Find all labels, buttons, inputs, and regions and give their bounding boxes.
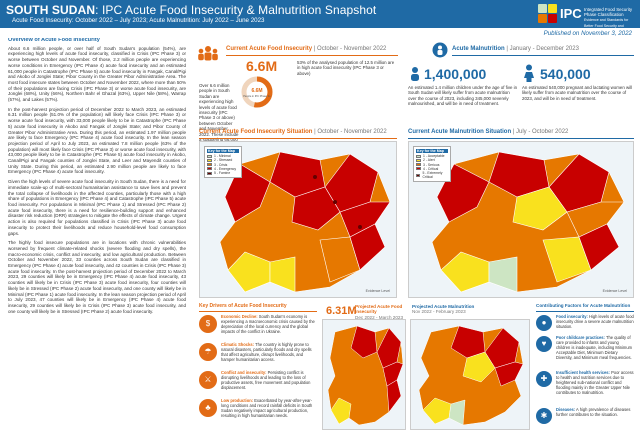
conflict-icon: ⚔ xyxy=(199,371,217,389)
divider xyxy=(226,55,398,56)
amn-evidence-label: Evidence Level xyxy=(602,289,627,293)
afi-map[interactable]: Key for the Map 1 - Minimal 2 - Stressed… xyxy=(199,141,397,298)
drivers-title: Key Drivers of Acute Food Insecurity xyxy=(199,303,287,309)
child-icon xyxy=(432,42,448,58)
currency-icon: $ xyxy=(199,315,217,333)
svg-text:6.6M: 6.6M xyxy=(251,88,262,94)
health-cross-icon: ✚ xyxy=(536,371,552,387)
factor-childcare: ♥ Poor childcare practices: The quality … xyxy=(536,335,634,370)
ipc-logo-icon xyxy=(538,4,558,24)
current-acute-pct-text: 53% of the analysed population of 12.5 m… xyxy=(297,60,395,76)
projected-amn-map[interactable] xyxy=(410,319,530,430)
overview-paragraph-2: In the post-harvest projection period of… xyxy=(8,106,186,175)
divider xyxy=(408,138,634,139)
amn-map-legend: Key for the Map 1 - Acceptable 2 - Alert… xyxy=(413,146,451,183)
afi-evidence-label: Evidence Level xyxy=(365,289,390,293)
children-text: An estimated 1.4 million children under … xyxy=(408,85,518,107)
amn-map-svg xyxy=(431,151,625,293)
phase3-donut-chart: 6.6M People in IPC Phase 3+ xyxy=(241,76,273,108)
overview-paragraph-3: Given the high levels of severe acute fo… xyxy=(8,179,186,236)
people-group-icon xyxy=(198,46,218,61)
driver-climatic: ☂ Climatic Shocks: The country is highly… xyxy=(199,342,317,367)
afi-map-legend: Key for the Map 1 - Minimal 2 - Stressed… xyxy=(204,146,242,179)
projected-acute-title: Projected Acute Food Insecurity Dec 2022 … xyxy=(355,304,404,320)
pregnant-woman-icon xyxy=(524,64,534,82)
women-number: 540,000 xyxy=(540,66,591,82)
afi-map-title: Current Acute Food Insecurity Situation … xyxy=(199,129,387,135)
food-bowl-icon: ● xyxy=(536,315,552,331)
projected-afi-map[interactable] xyxy=(322,319,406,430)
driver-economic: $ Economic Decline: South Sudan's econom… xyxy=(199,314,317,339)
current-acute-number: 6.6M xyxy=(246,58,278,74)
divider xyxy=(199,311,317,312)
page-title: SOUTH SUDAN: IPC Acute Food Insecurity &… xyxy=(6,3,377,17)
virus-icon: ✱ xyxy=(536,408,552,424)
projected-amn-title: Projected Acute Malnutrition Nov 2022 - F… xyxy=(412,304,475,315)
overview-paragraph-4: The highly food insecure populations are… xyxy=(8,240,186,314)
published-date: Published on November 3, 2022 xyxy=(543,30,632,37)
current-acute-title: Current Acute Food Insecurity | October … xyxy=(226,46,387,52)
afi-map-svg xyxy=(219,151,391,293)
driver-conflict: ⚔ Conflict and insecurity: Persisting co… xyxy=(199,370,317,395)
projected-afi-map-svg xyxy=(327,325,404,426)
children-number: 1,400,000 xyxy=(424,66,487,82)
cloud-rain-icon: ☂ xyxy=(199,343,217,361)
ipc-logo: IPC Integrated Food Security Phase Class… xyxy=(538,4,636,34)
factor-health-services: ✚ Insufficient health services: Poor acc… xyxy=(536,370,634,405)
factor-diseases: ✱ Diseases: A high prevalence of disease… xyxy=(536,407,634,437)
divider xyxy=(452,55,634,56)
factors-title: Contributing Factors for Acute Malnutrit… xyxy=(536,303,631,308)
factor-food-insecurity: ● Food insecurity: High levels of acute … xyxy=(536,314,634,349)
page-subtitle: Acute Food Insecurity: October 2022 – Ju… xyxy=(12,17,265,24)
overview-paragraph-1: About 6.6 million people, or over half o… xyxy=(8,45,186,103)
projected-amn-map-svg xyxy=(418,325,524,426)
crop-icon: ♣ xyxy=(199,399,217,417)
divider xyxy=(536,311,634,312)
baby-icon xyxy=(411,67,419,81)
malnutrition-title: Acute Malnutrition | January - December … xyxy=(452,46,579,52)
overview-column: Overview of Acute Food Insecurity About … xyxy=(8,38,186,430)
women-text: An estimated 540,000 pregnant and lactat… xyxy=(522,85,633,101)
header-bar: SOUTH SUDAN: IPC Acute Food Insecurity &… xyxy=(0,0,640,34)
svg-text:People in IPC Phase 3+: People in IPC Phase 3+ xyxy=(243,94,271,98)
projected-acute-number: 6.31M xyxy=(326,305,357,317)
amn-map[interactable]: Key for the Map 1 - Acceptable 2 - Alert… xyxy=(408,141,634,298)
divider xyxy=(199,138,397,139)
amn-map-title: Current Acute Malnutrition Situation | J… xyxy=(408,129,569,135)
driver-production: ♣ Low production: Exacerbated by year-af… xyxy=(199,398,317,423)
mother-child-icon: ♥ xyxy=(536,336,552,352)
overview-title: Overview of Acute Food Insecurity xyxy=(8,38,100,43)
